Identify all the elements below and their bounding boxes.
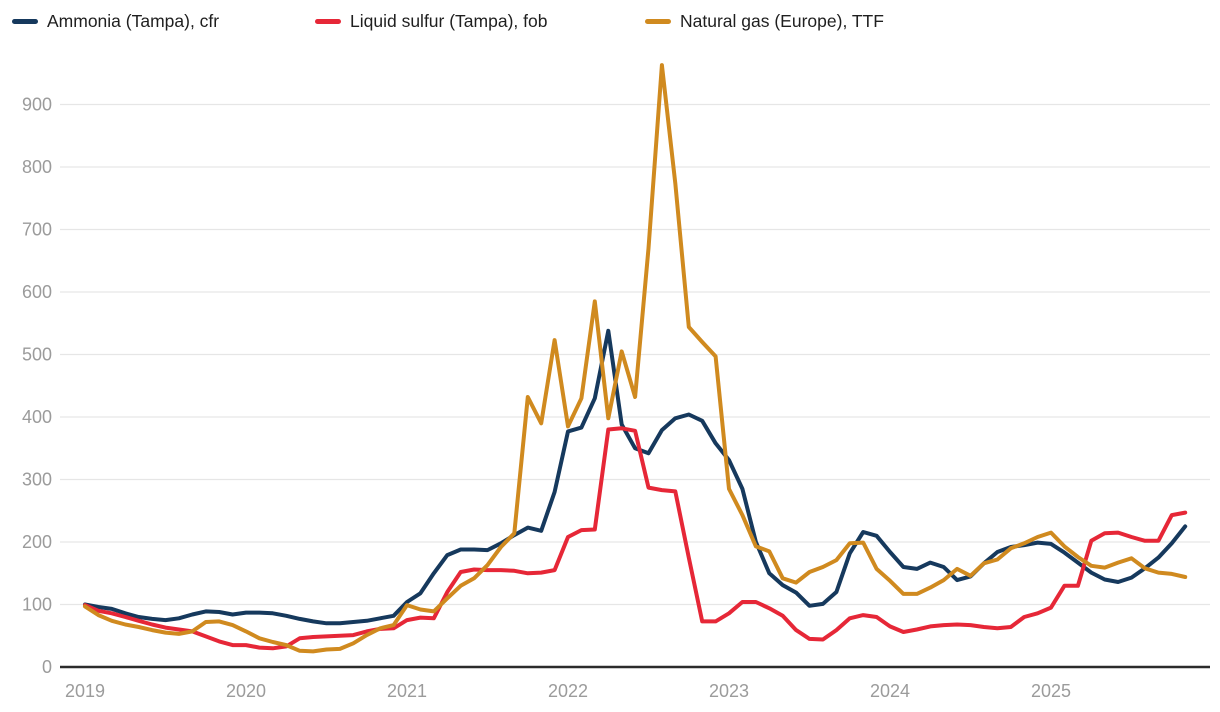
svg-text:2025: 2025 (1031, 681, 1071, 701)
legend-item-sulfur: Liquid sulfur (Tampa), fob (315, 10, 547, 32)
svg-text:2019: 2019 (65, 681, 105, 701)
svg-text:900: 900 (22, 95, 52, 115)
svg-text:300: 300 (22, 470, 52, 490)
gas-line-swatch-icon (645, 18, 671, 24)
svg-text:100: 100 (22, 595, 52, 615)
svg-text:600: 600 (22, 282, 52, 302)
svg-text:200: 200 (22, 532, 52, 552)
svg-text:500: 500 (22, 345, 52, 365)
svg-text:800: 800 (22, 157, 52, 177)
svg-text:400: 400 (22, 407, 52, 427)
svg-text:2021: 2021 (387, 681, 427, 701)
legend-label-sulfur: Liquid sulfur (Tampa), fob (350, 11, 548, 31)
legend-label-ammonia: Ammonia (Tampa), cfr (47, 11, 220, 31)
sulfur-line-swatch-icon (315, 18, 341, 24)
chart-legend: Ammonia (Tampa), cfr Liquid sulfur (Tamp… (0, 10, 1220, 34)
svg-text:0: 0 (42, 657, 52, 677)
x-tick-labels: 2019 2020 2021 2022 2023 2024 2025 (65, 681, 1071, 701)
y-gridlines (60, 103, 1210, 606)
series-line-natural-gas-europe-ttf (83, 63, 1188, 654)
ammonia-line-swatch-icon (12, 18, 38, 24)
series-lines (83, 63, 1188, 654)
series-line-liquid-sulfur-tampa-fob (83, 426, 1188, 651)
y-tick-labels: 0 100 200 300 400 500 600 700 800 900 (22, 95, 52, 678)
svg-text:2023: 2023 (709, 681, 749, 701)
svg-text:2024: 2024 (870, 681, 910, 701)
series-line-ammonia-tampa-cfr (83, 328, 1188, 626)
legend-label-gas: Natural gas (Europe), TTF (680, 11, 884, 31)
svg-text:700: 700 (22, 220, 52, 240)
legend-item-gas: Natural gas (Europe), TTF (645, 10, 884, 32)
svg-text:2022: 2022 (548, 681, 588, 701)
legend-item-ammonia: Ammonia (Tampa), cfr (12, 10, 219, 32)
svg-text:2020: 2020 (226, 681, 266, 701)
